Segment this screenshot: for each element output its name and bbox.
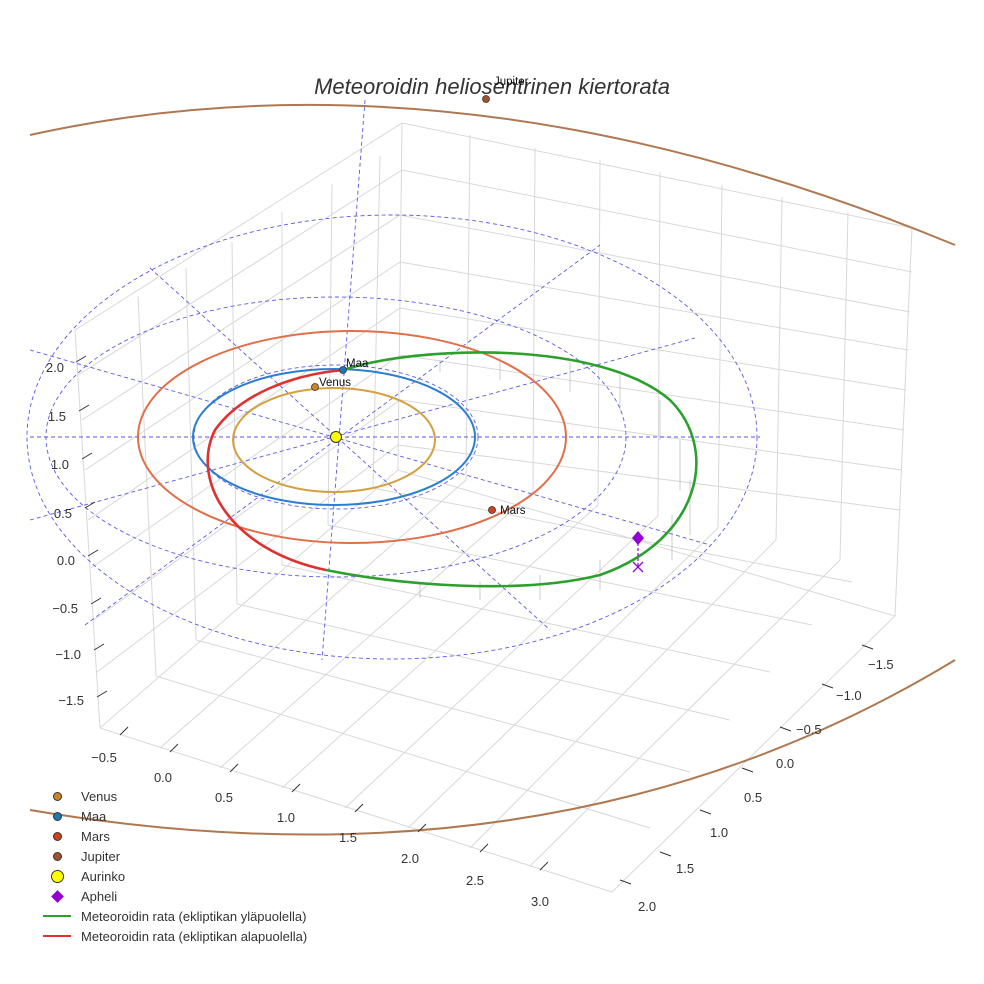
aphelion-projection-x — [632, 561, 644, 573]
mars-orbit — [137, 330, 567, 544]
legend-item-sun: Aurinko — [40, 866, 307, 886]
earth-marker — [339, 366, 347, 374]
earth-dot-icon — [52, 811, 62, 821]
svg-text:1.0: 1.0 — [51, 457, 69, 472]
svg-text:−1.5: −1.5 — [58, 693, 84, 708]
meteoroid-orbit-below — [206, 368, 344, 572]
sun-marker — [330, 431, 342, 443]
svg-text:−1.0: −1.0 — [836, 688, 862, 703]
svg-text:2.0: 2.0 — [46, 360, 64, 375]
meteoroid-orbit-above — [325, 351, 698, 588]
svg-text:−1.0: −1.0 — [55, 647, 81, 662]
svg-text:1.0: 1.0 — [277, 810, 295, 825]
svg-text:0.0: 0.0 — [57, 553, 75, 568]
grid-panes — [74, 122, 913, 893]
svg-text:0.0: 0.0 — [154, 770, 172, 785]
earth-label: Maa — [346, 358, 369, 370]
legend-item-earth: Maa — [40, 806, 307, 826]
svg-text:0.5: 0.5 — [744, 790, 762, 805]
svg-text:2.0: 2.0 — [638, 899, 656, 914]
legend-item-venus: Venus — [40, 786, 307, 806]
jupiter-dot-icon — [52, 851, 62, 861]
svg-text:0.0: 0.0 — [776, 756, 794, 771]
legend: Venus Maa Mars Jupiter Aurinko Apheli Me… — [40, 786, 307, 946]
svg-text:−1.5: −1.5 — [868, 657, 894, 672]
x-axis — [119, 726, 549, 871]
venus-dot-icon — [52, 791, 62, 801]
legend-item-mars: Mars — [40, 826, 307, 846]
jupiter-orbit — [29, 103, 956, 246]
ecliptic-grid — [26, 99, 760, 661]
svg-text:1.0: 1.0 — [710, 825, 728, 840]
green-line-icon — [43, 915, 71, 917]
svg-text:0.5: 0.5 — [54, 506, 72, 521]
venus-orbit — [232, 387, 436, 493]
svg-text:1.5: 1.5 — [48, 409, 66, 424]
diamond-icon — [50, 889, 64, 903]
svg-text:3.0: 3.0 — [531, 894, 549, 909]
aphelion-marker — [632, 531, 644, 545]
svg-text:2.5: 2.5 — [466, 873, 484, 888]
legend-item-jupiter: Jupiter — [40, 846, 307, 866]
chart-title: Meteoroidin heliosentrinen kiertorata — [314, 74, 670, 99]
mars-label: Mars — [500, 505, 526, 517]
svg-text:2.0: 2.0 — [401, 851, 419, 866]
legend-item-aphelion: Apheli — [40, 886, 307, 906]
jupiter-marker — [482, 95, 490, 103]
jupiter-label: Jupiter — [494, 76, 529, 88]
sun-dot-icon — [50, 869, 64, 883]
svg-text:0.5: 0.5 — [215, 790, 233, 805]
svg-text:1.5: 1.5 — [339, 830, 357, 845]
legend-item-orbit-above: Meteoroidin rata (ekliptikan yläpuolella… — [40, 906, 307, 926]
mars-marker — [488, 506, 496, 514]
mars-dot-icon — [52, 831, 62, 841]
legend-item-orbit-below: Meteoroidin rata (ekliptikan alapuolella… — [40, 926, 307, 946]
svg-text:1.5: 1.5 — [676, 861, 694, 876]
z-axis — [75, 355, 108, 698]
earth-orbit — [192, 368, 476, 506]
red-line-icon — [43, 935, 71, 937]
y-axis — [619, 644, 874, 885]
meteoroid-drop-lines — [419, 357, 691, 600]
venus-label: Venus — [319, 377, 351, 389]
svg-text:−0.5: −0.5 — [52, 601, 78, 616]
venus-marker — [311, 383, 319, 391]
svg-text:−0.5: −0.5 — [91, 750, 117, 765]
svg-text:−0.5: −0.5 — [796, 722, 822, 737]
